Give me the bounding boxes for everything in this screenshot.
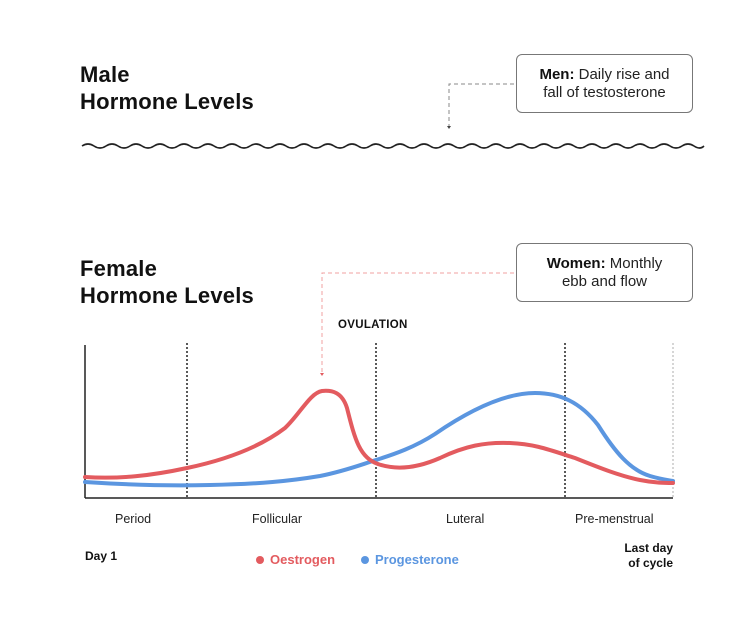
legend-label-oestrogen: Oestrogen	[270, 552, 336, 567]
male-callout-text1: Daily rise and	[574, 65, 670, 83]
female-title: Female Hormone Levels	[80, 255, 254, 309]
male-title-line2: Hormone Levels	[80, 89, 254, 114]
ovulation-arrow-icon	[320, 373, 324, 376]
male-title: Male Hormone Levels	[80, 61, 254, 115]
testosterone-wave	[81, 143, 705, 149]
ovulation-label: OVULATION	[338, 319, 408, 331]
male-connector-arrow-icon	[447, 126, 451, 129]
phase-label-follicular: Follicular	[252, 512, 303, 526]
male-callout-bold: Men:	[539, 65, 575, 83]
phase-label-period: Period	[115, 512, 152, 526]
legend-item-progesterone: Progesterone	[361, 552, 459, 567]
female-title-line2: Hormone Levels	[80, 283, 254, 308]
phase-label-luteral: Luteral	[446, 512, 485, 526]
day1-label: Day 1	[85, 549, 118, 563]
legend: Oestrogen Progesterone	[256, 552, 459, 567]
last-day-line2: of cycle	[628, 556, 673, 570]
male-callout-text2: fall of testosterone	[543, 83, 666, 101]
female-callout: Women: Monthly ebb and flow	[516, 243, 693, 302]
female-callout-text2: ebb and flow	[561, 272, 648, 290]
ovulation-connector	[321, 272, 514, 373]
female-callout-text1: Monthly	[605, 254, 663, 272]
male-connector	[448, 83, 514, 126]
legend-item-oestrogen: Oestrogen	[256, 552, 335, 567]
female-title-line1: Female	[80, 256, 158, 281]
oestrogen-line	[83, 388, 675, 485]
female-callout-bold: Women:	[546, 254, 606, 272]
legend-label-progesterone: Progesterone	[375, 552, 459, 567]
last-day-label: Last day of cycle	[600, 541, 673, 571]
oestrogen-dot-icon	[256, 555, 264, 564]
last-day-line1: Last day	[624, 541, 673, 555]
phase-label-premenstrual: Pre-menstrual	[575, 512, 654, 526]
progesterone-line	[83, 390, 675, 488]
male-callout: Men: Daily rise and fall of testosterone	[516, 54, 693, 113]
progesterone-dot-icon	[361, 555, 370, 564]
male-title-line1: Male	[80, 62, 130, 87]
